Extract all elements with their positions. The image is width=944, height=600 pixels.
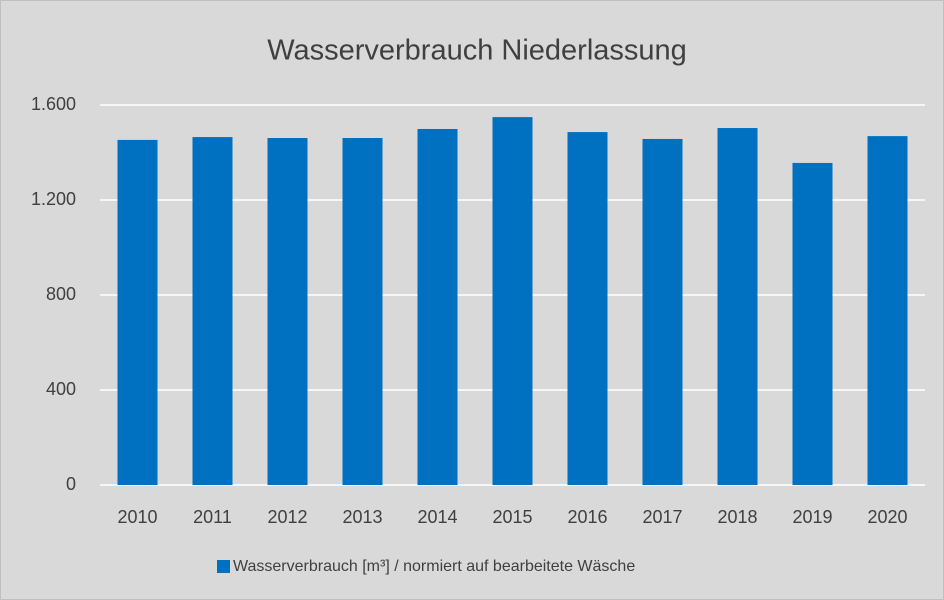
y-tick-label: 800 [46, 284, 76, 304]
x-tick-label: 2014 [417, 507, 457, 527]
x-tick-label: 2018 [717, 507, 757, 527]
x-tick-label: 2020 [867, 507, 907, 527]
y-tick-label: 400 [46, 379, 76, 399]
y-tick-label: 1.200 [31, 189, 76, 209]
bar [117, 139, 158, 485]
x-tick-label: 2013 [342, 507, 382, 527]
chart-title: Wasserverbrauch Niederlassung [267, 35, 687, 67]
bar [492, 117, 533, 486]
bar [792, 162, 833, 485]
legend-label: Wasserverbrauch [m³] / normiert auf bear… [233, 558, 635, 575]
x-tick-label: 2017 [642, 507, 682, 527]
bar [267, 138, 308, 485]
bar [417, 128, 458, 486]
x-tick-label: 2012 [267, 507, 307, 527]
x-tick-label: 2016 [567, 507, 607, 527]
bar [642, 138, 683, 485]
x-tick-label: 2015 [492, 507, 532, 527]
bar [342, 138, 383, 485]
y-tick-label: 0 [66, 474, 76, 494]
x-tick-label: 2019 [792, 507, 832, 527]
x-tick-label: 2011 [193, 507, 232, 527]
bar [192, 137, 233, 485]
x-tick-label: 2010 [117, 507, 157, 527]
bar [567, 132, 608, 485]
y-tick-label: 1.600 [31, 94, 76, 114]
legend-swatch [217, 560, 230, 573]
bar [717, 128, 758, 485]
bar [867, 136, 908, 486]
